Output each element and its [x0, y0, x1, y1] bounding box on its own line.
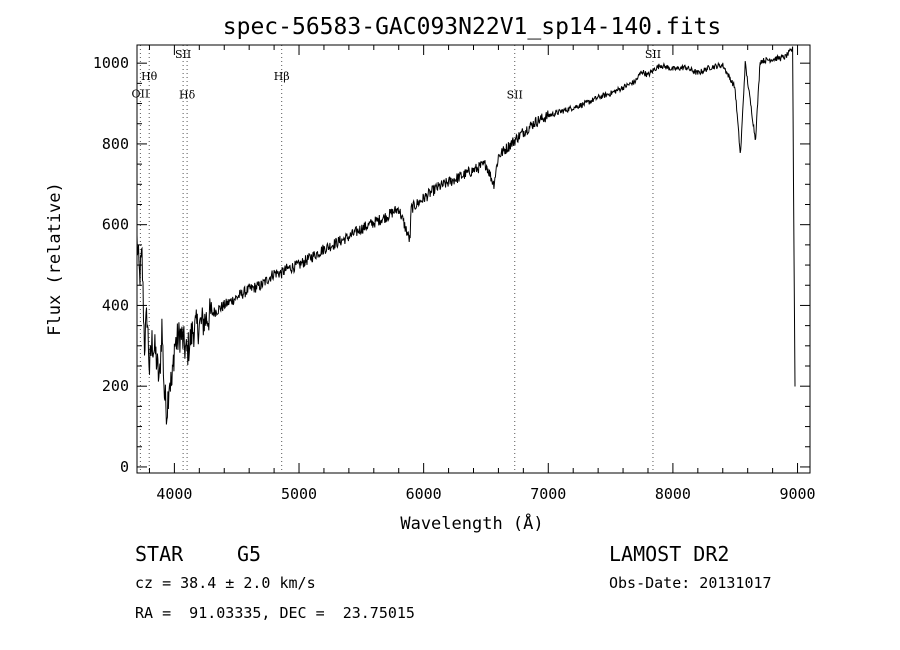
spectrum-line: [136, 46, 796, 425]
object-subclass: G5: [237, 542, 262, 566]
y-tick-label: 0: [120, 458, 129, 476]
line-marker-label: SII: [507, 88, 523, 101]
x-tick-label: 9000: [779, 485, 815, 503]
x-tick-label: 8000: [655, 485, 691, 503]
axes: 4000 5000 6000 7000 8000 9000 0 200 400 600 800 100…: [93, 45, 816, 503]
y-tick-label: 400: [102, 296, 129, 314]
plot-frame: [136, 44, 811, 474]
line-marker-label: Hδ: [179, 88, 196, 101]
redshift-cz: cz = 38.4 ± 2.0 km/s: [135, 574, 316, 592]
line-marker-label: Hβ: [274, 70, 290, 83]
line-marker-label: SII: [645, 48, 661, 61]
x-tick-label: 7000: [530, 485, 566, 503]
y-axis-label: Flux (relative): [45, 182, 65, 336]
y-tick-label: 600: [102, 216, 129, 234]
y-tick-label: 200: [102, 377, 129, 395]
x-axis-label: Wavelength (Å): [400, 512, 543, 534]
x-tick-label: 4000: [156, 485, 192, 503]
emission-line-markers: OII Hθ SII Hδ Hβ SII SII: [132, 45, 661, 473]
y-tick-label: 800: [102, 135, 129, 153]
object-class: STAR: [135, 542, 184, 566]
line-marker-label: Hθ: [141, 70, 158, 83]
x-tick-label: 5000: [281, 485, 317, 503]
survey-name: LAMOST DR2: [609, 542, 730, 566]
y-tick-label: 1000: [93, 54, 129, 72]
chart-title: spec-56583-GAC093N22V1_sp14-140.fits: [223, 14, 722, 40]
line-marker-label: SII: [175, 48, 191, 61]
line-marker-label: OII: [132, 87, 150, 100]
x-tick-label: 6000: [406, 485, 442, 503]
coordinates: RA = 91.03335, DEC = 23.75015: [135, 604, 415, 622]
observation-date: Obs-Date: 20131017: [609, 574, 772, 592]
